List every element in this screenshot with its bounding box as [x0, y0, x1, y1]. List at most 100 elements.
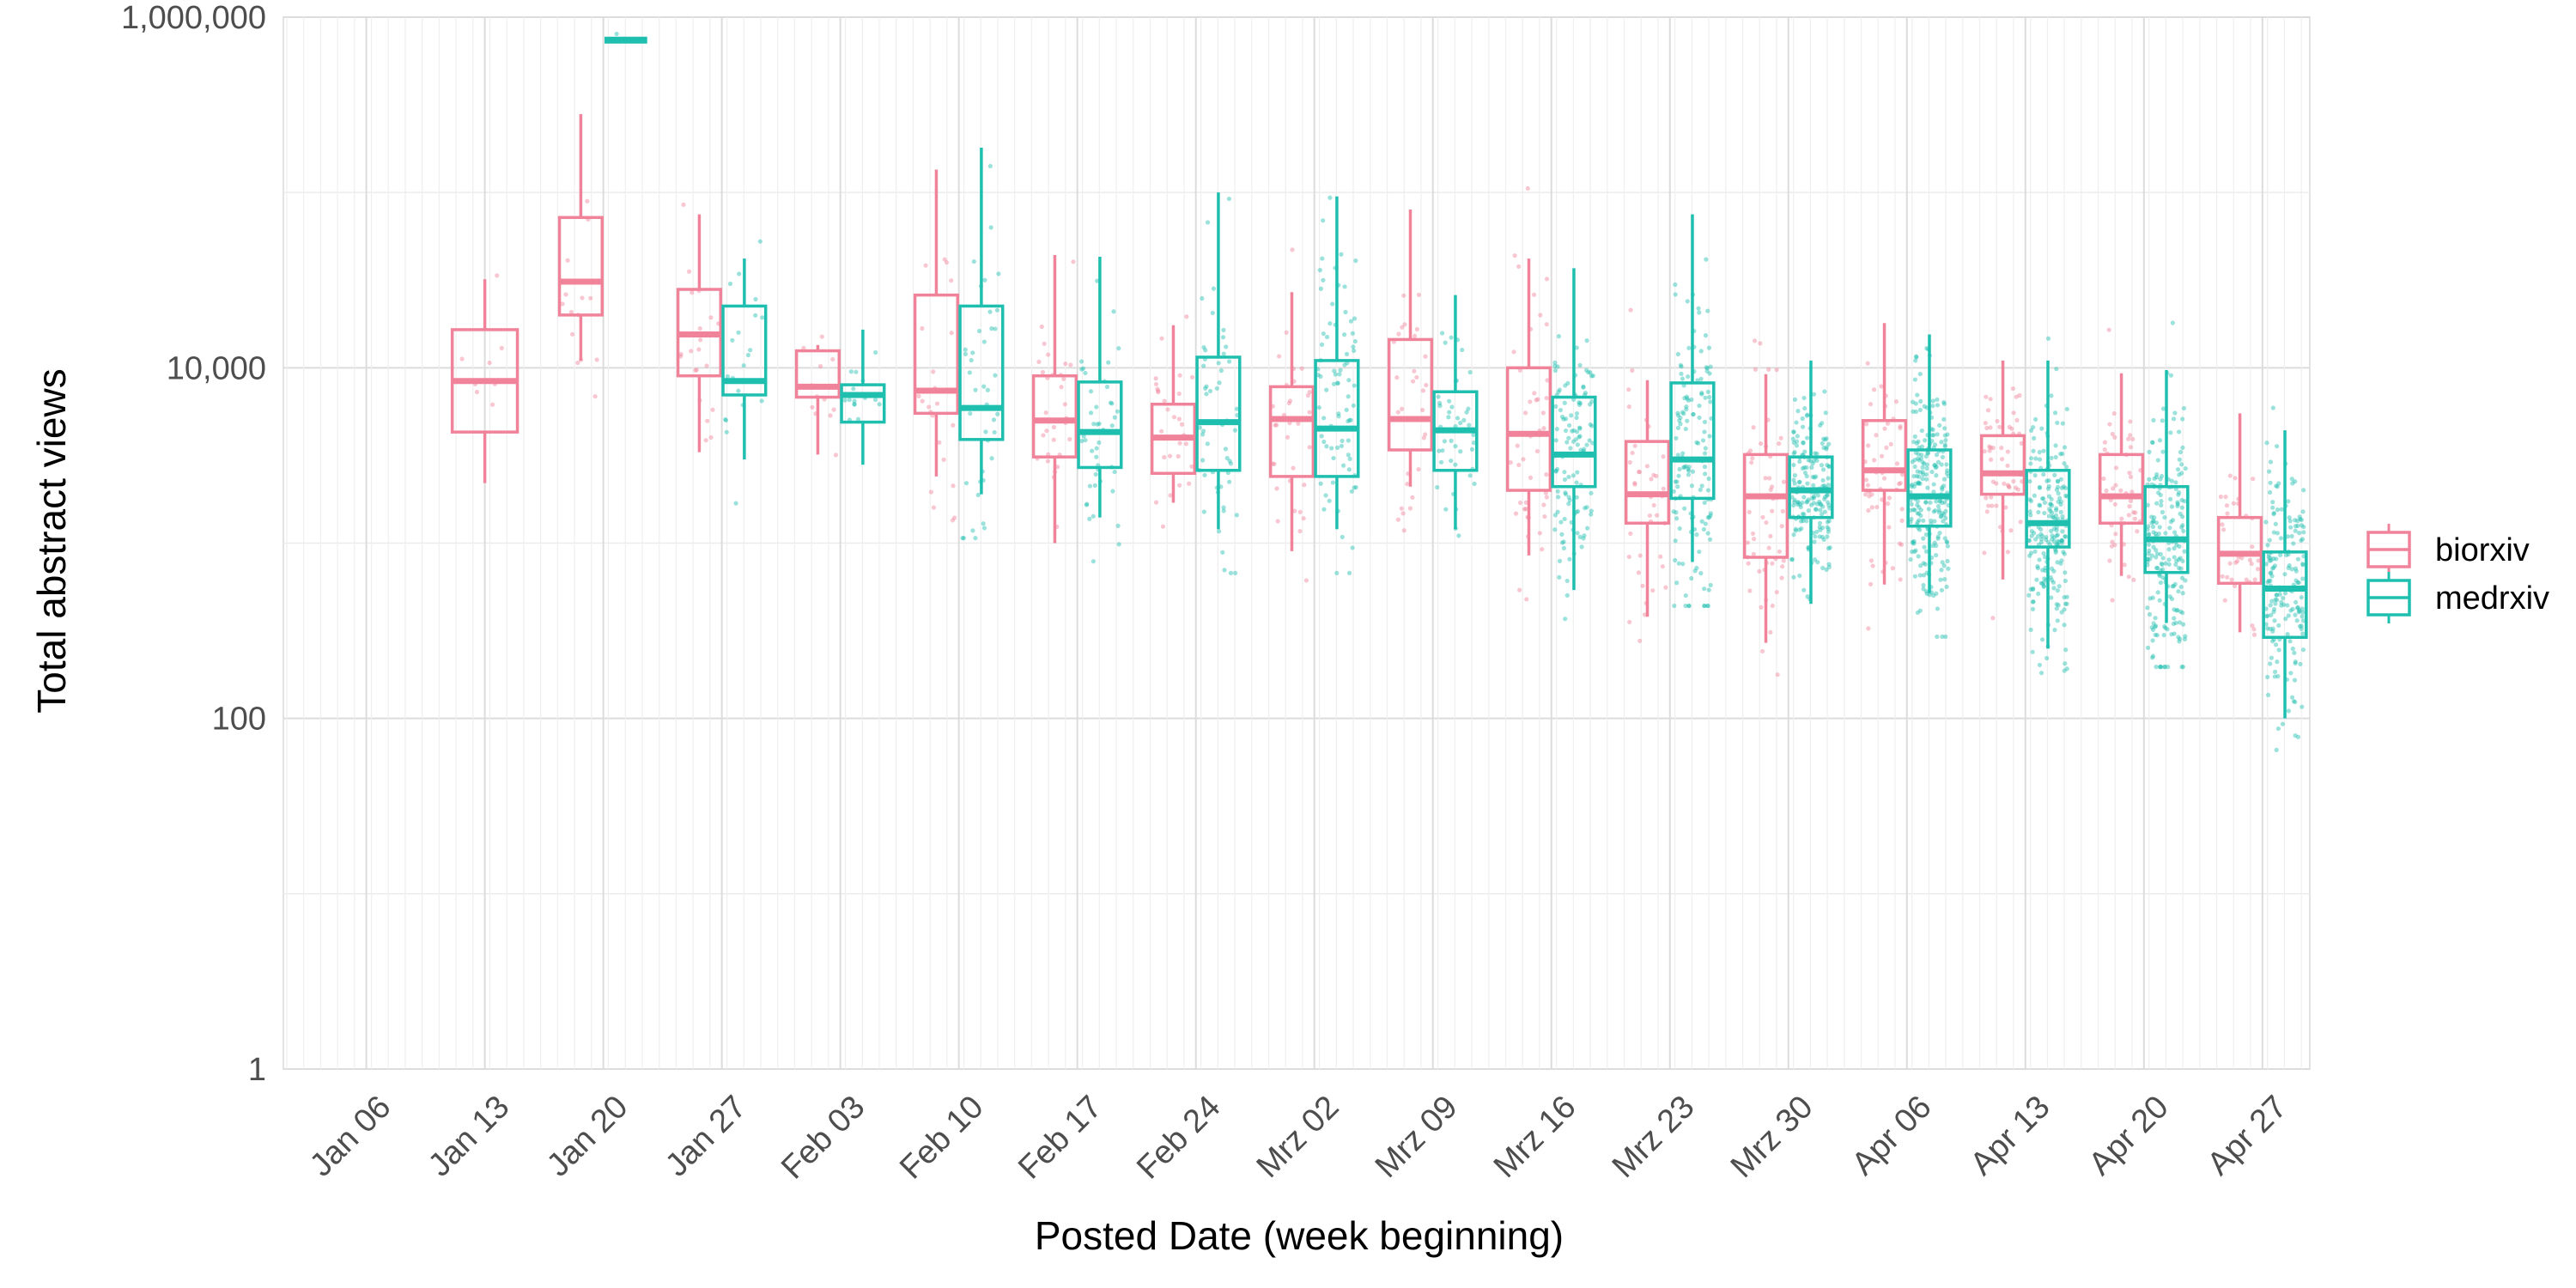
box-biorxiv-feb-10 [913, 169, 960, 477]
data-point [2270, 505, 2275, 510]
data-point [1317, 267, 1322, 273]
data-point [1437, 448, 1442, 453]
data-point [1401, 528, 1406, 533]
data-point [580, 295, 585, 301]
data-point [2274, 598, 2280, 603]
data-point [928, 489, 934, 495]
data-point [1184, 314, 1189, 319]
data-point [931, 369, 936, 374]
data-point [1752, 338, 1758, 343]
data-point [2146, 542, 2152, 547]
data-point [1343, 309, 1348, 315]
data-point [1453, 444, 1458, 449]
data-point [1917, 474, 1922, 479]
data-point [968, 410, 973, 416]
data-point [2269, 558, 2274, 563]
legend-item-medrxiv: medrxiv [2366, 572, 2549, 623]
data-point [1702, 603, 1707, 609]
data-point [1941, 399, 1947, 405]
data-point [2270, 566, 2275, 571]
data-point [2287, 563, 2292, 568]
data-point [1817, 499, 1822, 505]
data-point [2301, 618, 2306, 623]
data-point [2005, 463, 2010, 468]
data-point [1552, 527, 1558, 532]
data-point [730, 337, 735, 343]
data-point [1911, 474, 1917, 479]
data-point [1909, 482, 1915, 488]
data-point [1447, 410, 1452, 415]
data-point [1698, 487, 1703, 493]
data-point [2293, 518, 2298, 523]
data-point [2118, 488, 2123, 493]
data-point [1552, 363, 1558, 368]
data-point [2026, 592, 2032, 598]
data-point [1340, 534, 1345, 540]
data-point [1766, 545, 1771, 550]
data-point [1924, 345, 1929, 351]
data-point [1819, 463, 1825, 468]
data-point [1528, 399, 1533, 404]
data-point [2064, 594, 2069, 599]
data-point [1707, 371, 1712, 376]
data-point [1676, 473, 1681, 478]
data-point [1826, 564, 1832, 569]
data-point [1556, 389, 1561, 394]
data-point [2293, 566, 2299, 571]
data-point [2177, 636, 2183, 641]
x-tick-label: Jan 27 [659, 1089, 753, 1183]
data-point [2063, 493, 2069, 498]
data-point [1327, 195, 1333, 200]
data-point [1795, 500, 1801, 505]
box-medrxiv-mrz-02 [1314, 196, 1360, 530]
data-point [1087, 516, 1092, 521]
data-point [1205, 441, 1210, 447]
data-point [1523, 410, 1528, 416]
data-point [1922, 461, 1927, 466]
data-point [1941, 512, 1947, 517]
data-point [2275, 507, 2281, 513]
data-point [2298, 516, 2303, 522]
data-point [2026, 538, 2032, 544]
data-point [2166, 547, 2172, 552]
data-point [1584, 338, 1589, 343]
data-point [1581, 384, 1586, 389]
data-point [1795, 500, 1801, 505]
data-point [1636, 469, 1642, 475]
data-point [1797, 502, 1802, 507]
data-point [1318, 374, 1323, 380]
data-point [1559, 532, 1564, 537]
data-point [1707, 434, 1712, 439]
data-point [1071, 259, 1076, 264]
y-tick-label: 10,000 [167, 350, 266, 386]
data-point [2064, 601, 2069, 606]
data-point [1528, 475, 1534, 480]
data-point [2042, 576, 2047, 581]
data-point [2178, 609, 2184, 614]
data-point [1935, 536, 1941, 541]
data-point [1577, 400, 1582, 405]
data-point [2172, 607, 2177, 612]
data-point [1697, 403, 1702, 409]
data-point [1919, 428, 1924, 434]
data-point [1042, 341, 1047, 346]
data-point [1898, 426, 1903, 431]
data-point [1044, 428, 1049, 434]
data-point [2299, 523, 2305, 528]
data-point [2050, 514, 2056, 519]
data-point [1917, 371, 1923, 377]
data-point [2049, 528, 2054, 534]
data-point [1292, 508, 1297, 513]
data-point [2275, 531, 2280, 536]
data-point [2051, 568, 2057, 574]
data-point [1939, 485, 1945, 490]
data-point [2172, 616, 2177, 621]
data-point [1658, 554, 1663, 559]
data-point [1677, 418, 1682, 423]
data-point [1162, 454, 1167, 460]
data-point [1321, 331, 1326, 337]
data-point [2269, 655, 2274, 660]
data-point [1763, 476, 1768, 481]
data-point [1869, 492, 1874, 497]
data-point [1806, 458, 1811, 463]
